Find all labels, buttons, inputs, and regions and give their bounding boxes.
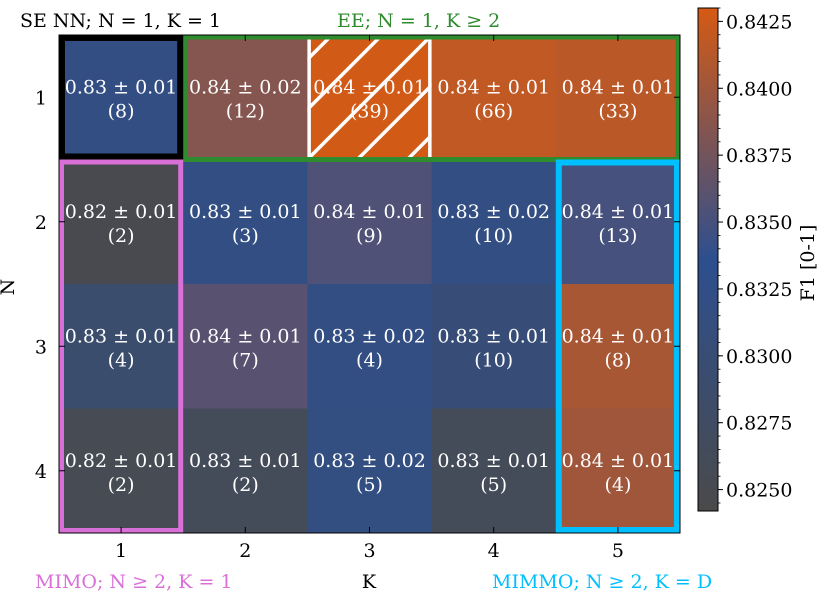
cell-count-label: (2) xyxy=(108,225,135,247)
y-tick-label: 2 xyxy=(35,212,47,234)
cell-count-label: (4) xyxy=(604,474,631,496)
x-tick-label: 1 xyxy=(115,540,127,562)
cell-count-label: (33) xyxy=(598,100,637,122)
colorbar-tick-label: 0.8350 xyxy=(726,212,792,234)
hatch-line xyxy=(356,82,432,160)
cell-value-label: 0.84 ± 0.01 xyxy=(313,201,426,223)
cell-count-label: (5) xyxy=(480,474,507,496)
cell-value-label: 0.84 ± 0.01 xyxy=(437,76,550,98)
cell-count-label: (7) xyxy=(232,349,259,371)
heatmap-cell xyxy=(555,284,681,409)
cell-value-label: 0.84 ± 0.01 xyxy=(562,201,675,223)
cell-count-label: (8) xyxy=(604,349,631,371)
colorbar-tick-label: 0.8275 xyxy=(726,413,792,435)
heatmap-cells: 0.83 ± 0.01(8)0.84 ± 0.02(12)0.84 ± 0.01… xyxy=(59,35,681,534)
legend-mimmo-label: MIMMO; N ≥ 2, K = D xyxy=(492,571,712,593)
cell-value-label: 0.83 ± 0.01 xyxy=(65,325,178,347)
cell-value-label: 0.84 ± 0.01 xyxy=(189,325,302,347)
cell-value-label: 0.83 ± 0.02 xyxy=(313,450,426,472)
cell-value-label: 0.84 ± 0.01 xyxy=(562,450,675,472)
cell-count-label: (66) xyxy=(474,100,513,122)
x-axis-label: K xyxy=(362,571,377,593)
cell-value-label: 0.83 ± 0.01 xyxy=(437,325,550,347)
cell-value-label: 0.83 ± 0.02 xyxy=(437,201,550,223)
heatmap-cell xyxy=(59,35,184,160)
cell-value-label: 0.84 ± 0.01 xyxy=(562,325,675,347)
cell-value-label: 0.84 ± 0.01 xyxy=(562,76,675,98)
cell-value-label: 0.83 ± 0.01 xyxy=(189,450,302,472)
x-tick-label: 3 xyxy=(363,540,375,562)
y-tick-label: 3 xyxy=(35,336,47,358)
colorbar-tick-label: 0.8400 xyxy=(726,78,792,100)
colorbar-tick-label: 0.8375 xyxy=(726,145,792,167)
colorbar-tick-label: 0.8325 xyxy=(726,279,792,301)
x-tick-label: 2 xyxy=(239,540,251,562)
hatch-line xyxy=(307,35,432,160)
colorbar-tick-label: 0.8300 xyxy=(726,346,792,368)
cell-count-label: (13) xyxy=(598,225,637,247)
heatmap-cell xyxy=(431,284,557,409)
heatmap-cell xyxy=(183,408,308,534)
x-tick-label: 5 xyxy=(612,540,624,562)
heatmap-cell xyxy=(555,408,681,534)
legend-mimo-label: MIMO; N ≥ 2, K = 1 xyxy=(35,571,233,593)
heatmap-cell xyxy=(555,35,681,160)
heatmap-cell xyxy=(307,284,433,409)
cell-count-label: (8) xyxy=(108,100,135,122)
cell-count-label: (3) xyxy=(232,225,259,247)
region-ee-outline xyxy=(182,34,681,162)
y-tick-label: 4 xyxy=(35,461,47,483)
heatmap-cell xyxy=(59,159,184,285)
cell-value-label: 0.82 ± 0.01 xyxy=(65,201,178,223)
cell-count-label: (2) xyxy=(108,474,135,496)
heatmap-cell xyxy=(183,35,308,160)
cell-count-label: (12) xyxy=(226,100,265,122)
legend-ee-label: EE; N = 1, K ≥ 2 xyxy=(337,10,500,32)
heatmap-cell xyxy=(59,408,184,534)
y-axis-label: N xyxy=(0,279,19,296)
heatmap-cell xyxy=(307,159,433,285)
cell-value-label: 0.84 ± 0.02 xyxy=(189,76,302,98)
cell-value-label: 0.84 ± 0.01 xyxy=(313,76,426,98)
heatmap-cell xyxy=(431,159,557,285)
colorbar-label: F1 [0-1] xyxy=(797,225,819,302)
heatmap-cell xyxy=(431,35,557,160)
y-tick-label: 1 xyxy=(35,87,47,109)
heatmap-cell xyxy=(183,284,308,409)
cell-count-label: (4) xyxy=(108,349,135,371)
cell-count-label: (10) xyxy=(474,225,513,247)
colorbar-ticks: 0.8425 0.8400 0.8375 0.8350 0.8325 0.8300 0.82… xyxy=(718,7,792,504)
heatmap-cell xyxy=(307,408,433,534)
cell-count-label: (5) xyxy=(356,474,383,496)
colorbar xyxy=(697,7,719,512)
colorbar-tick-label: 0.8425 xyxy=(726,11,792,33)
cell-value-label: 0.83 ± 0.01 xyxy=(65,76,178,98)
cell-value-label: 0.83 ± 0.01 xyxy=(189,201,302,223)
cell-value-label: 0.82 ± 0.01 xyxy=(65,450,178,472)
heatmap-cell xyxy=(59,284,184,409)
hatch-line xyxy=(307,35,334,62)
x-tick-label: 4 xyxy=(488,540,500,562)
cell-value-label: 0.83 ± 0.01 xyxy=(437,450,550,472)
hatch-line xyxy=(307,35,384,112)
cell-count-label: (10) xyxy=(474,349,513,371)
legend-se-nn-label: SE NN; N = 1, K = 1 xyxy=(20,10,221,32)
cell-count-label: (4) xyxy=(356,349,383,371)
axis-ticks: 1 2 3 4 5 1 2 3 4 xyxy=(35,35,680,562)
heatmap-cell xyxy=(555,159,681,285)
cell-count-label: (2) xyxy=(232,474,259,496)
cell-value-label: 0.83 ± 0.02 xyxy=(313,325,426,347)
cell-count-label: (9) xyxy=(356,225,383,247)
hatch-pattern xyxy=(307,35,432,160)
heatmap-cell xyxy=(183,159,308,285)
colorbar-tick-label: 0.8250 xyxy=(726,480,792,502)
heatmap-cell xyxy=(431,408,557,534)
